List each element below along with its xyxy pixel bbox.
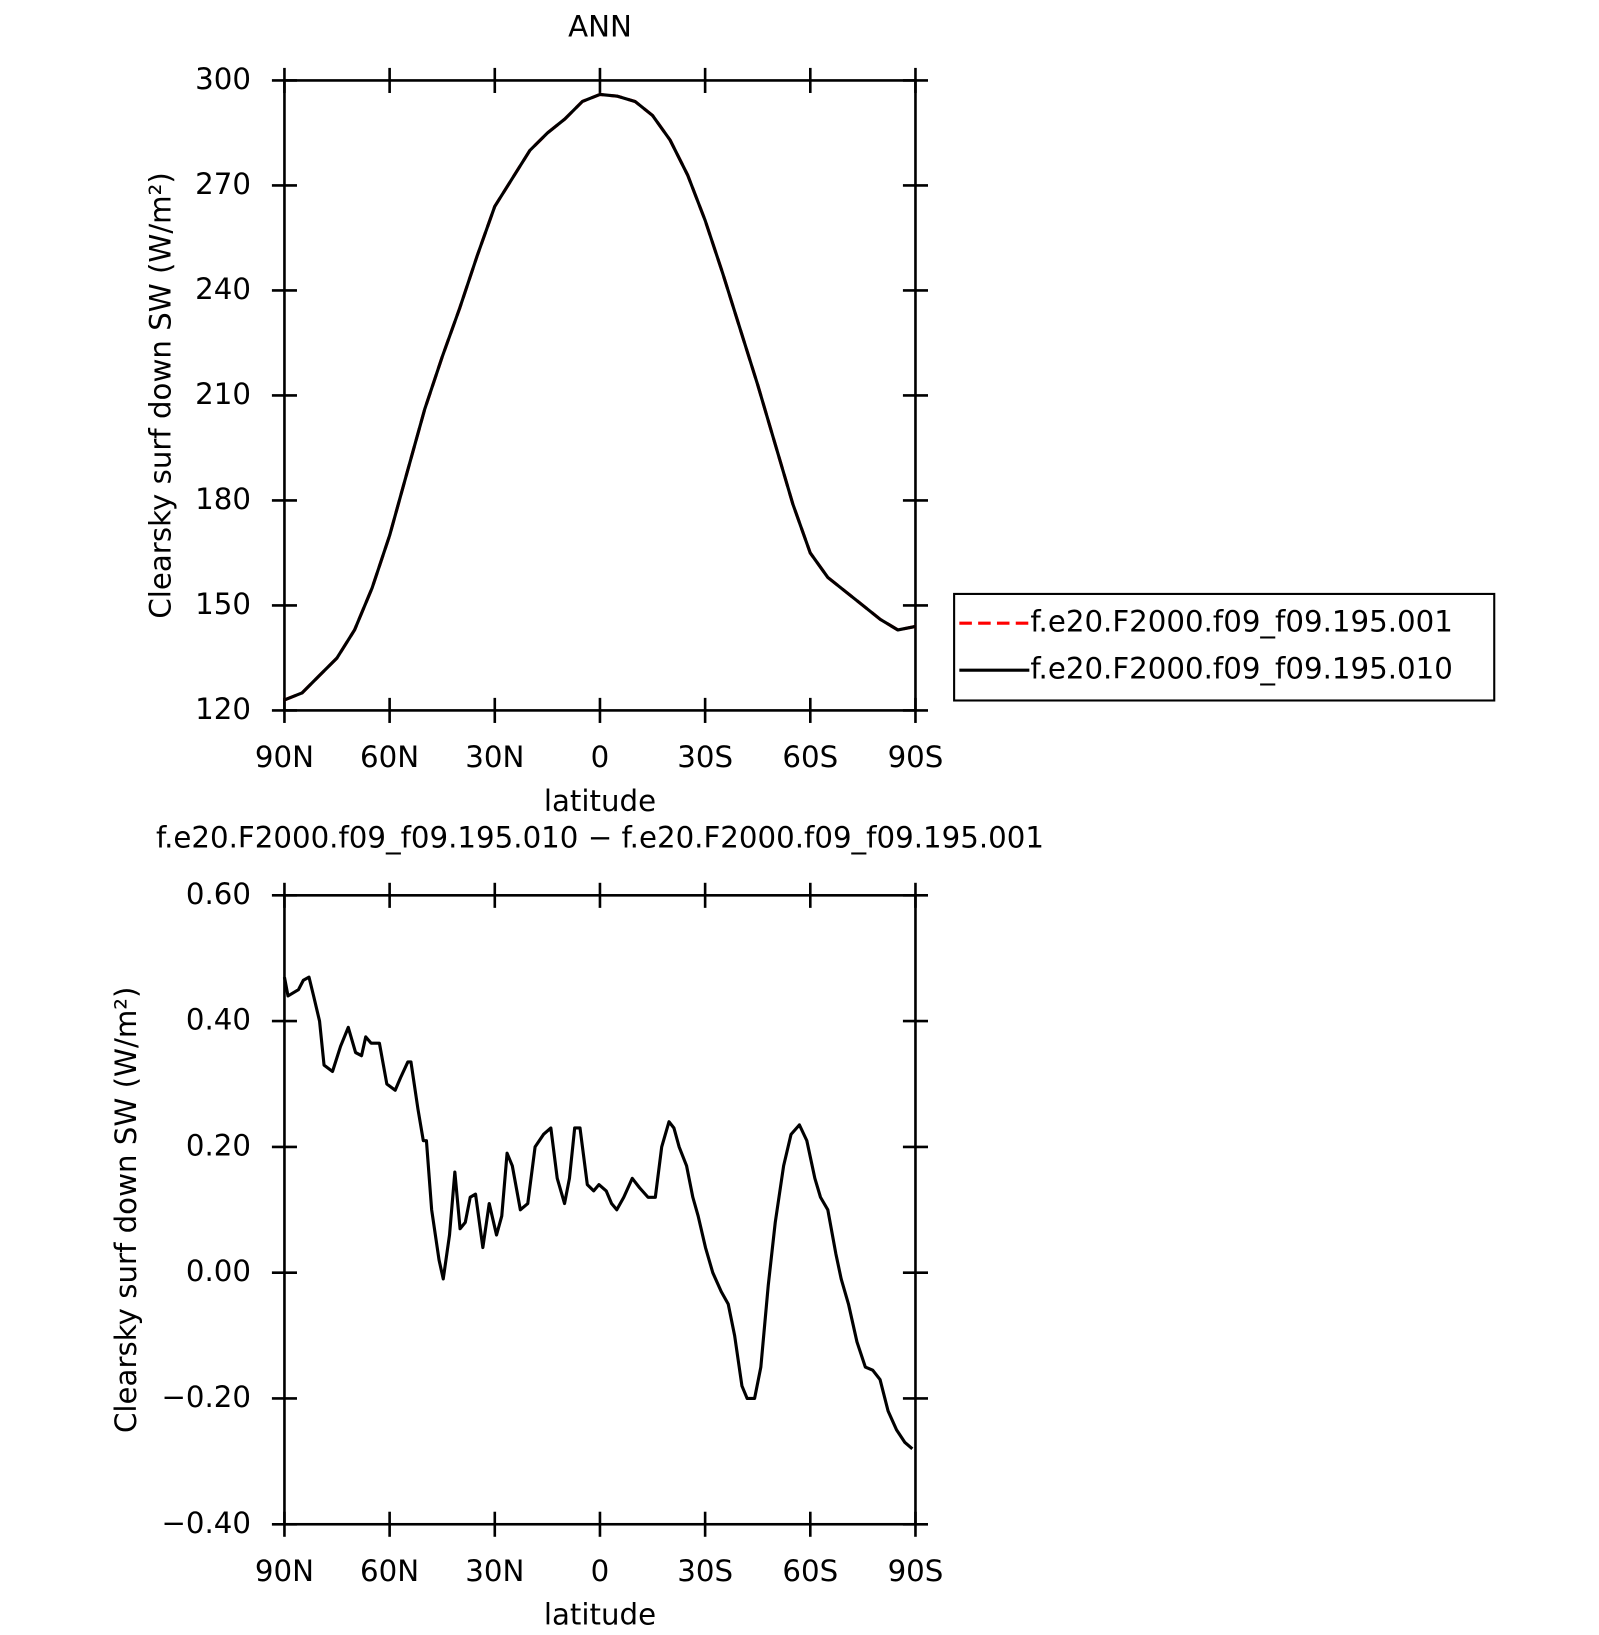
x-tick-label: 30S: [677, 740, 733, 774]
x-tick-label: 90N: [255, 1554, 314, 1588]
y-tick-label: 210: [195, 377, 251, 411]
y-tick-label: −0.20: [161, 1380, 251, 1414]
y-tick-label: 120: [195, 692, 251, 726]
legend-box: [953, 592, 1496, 702]
plot-frame: [283, 894, 917, 1526]
chart-title: f.e20.F2000.f09_f09.195.010 − f.e20.F200…: [156, 820, 1044, 854]
y-tick-label: 0.00: [186, 1254, 251, 1288]
data-line: [283, 92, 916, 702]
chart-title: ANN: [568, 10, 632, 44]
legend-label: f.e20.F2000.f09_f09.195.001: [1030, 605, 1452, 639]
x-tick-label: 30N: [465, 740, 524, 774]
x-tick-label: 60N: [360, 1554, 419, 1588]
y-tick-label: 150: [195, 587, 251, 621]
x-tick-label: 0: [591, 740, 610, 774]
y-tick-label: 0.60: [186, 877, 251, 911]
y-tick-label: −0.40: [161, 1506, 251, 1540]
x-tick-label: 60N: [360, 740, 419, 774]
x-axis-label: latitude: [544, 784, 656, 818]
x-tick-label: 60S: [782, 740, 838, 774]
y-tick-label: 0.40: [186, 1003, 251, 1037]
y-tick-label: 240: [195, 272, 251, 306]
y-axis-label: Clearsky surf down SW (W/m²): [144, 172, 178, 618]
y-axis-label: Clearsky surf down SW (W/m²): [109, 987, 143, 1433]
data-line: [282, 975, 914, 1451]
x-tick-label: 90N: [255, 740, 314, 774]
y-tick-label: 270: [195, 167, 251, 201]
x-tick-label: 60S: [782, 1554, 838, 1588]
legend-label: f.e20.F2000.f09_f09.195.010: [1030, 652, 1452, 686]
data-line: [283, 92, 916, 702]
y-tick-label: 300: [195, 62, 251, 96]
y-tick-label: 0.20: [186, 1128, 251, 1162]
plot-frame: [283, 79, 917, 712]
y-tick-label: 180: [195, 482, 251, 516]
x-axis-label: latitude: [544, 1598, 656, 1632]
x-tick-label: 0: [591, 1554, 610, 1588]
x-tick-label: 30N: [465, 1554, 524, 1588]
x-tick-label: 30S: [677, 1554, 733, 1588]
x-tick-label: 90S: [888, 740, 944, 774]
x-tick-label: 90S: [888, 1554, 944, 1588]
